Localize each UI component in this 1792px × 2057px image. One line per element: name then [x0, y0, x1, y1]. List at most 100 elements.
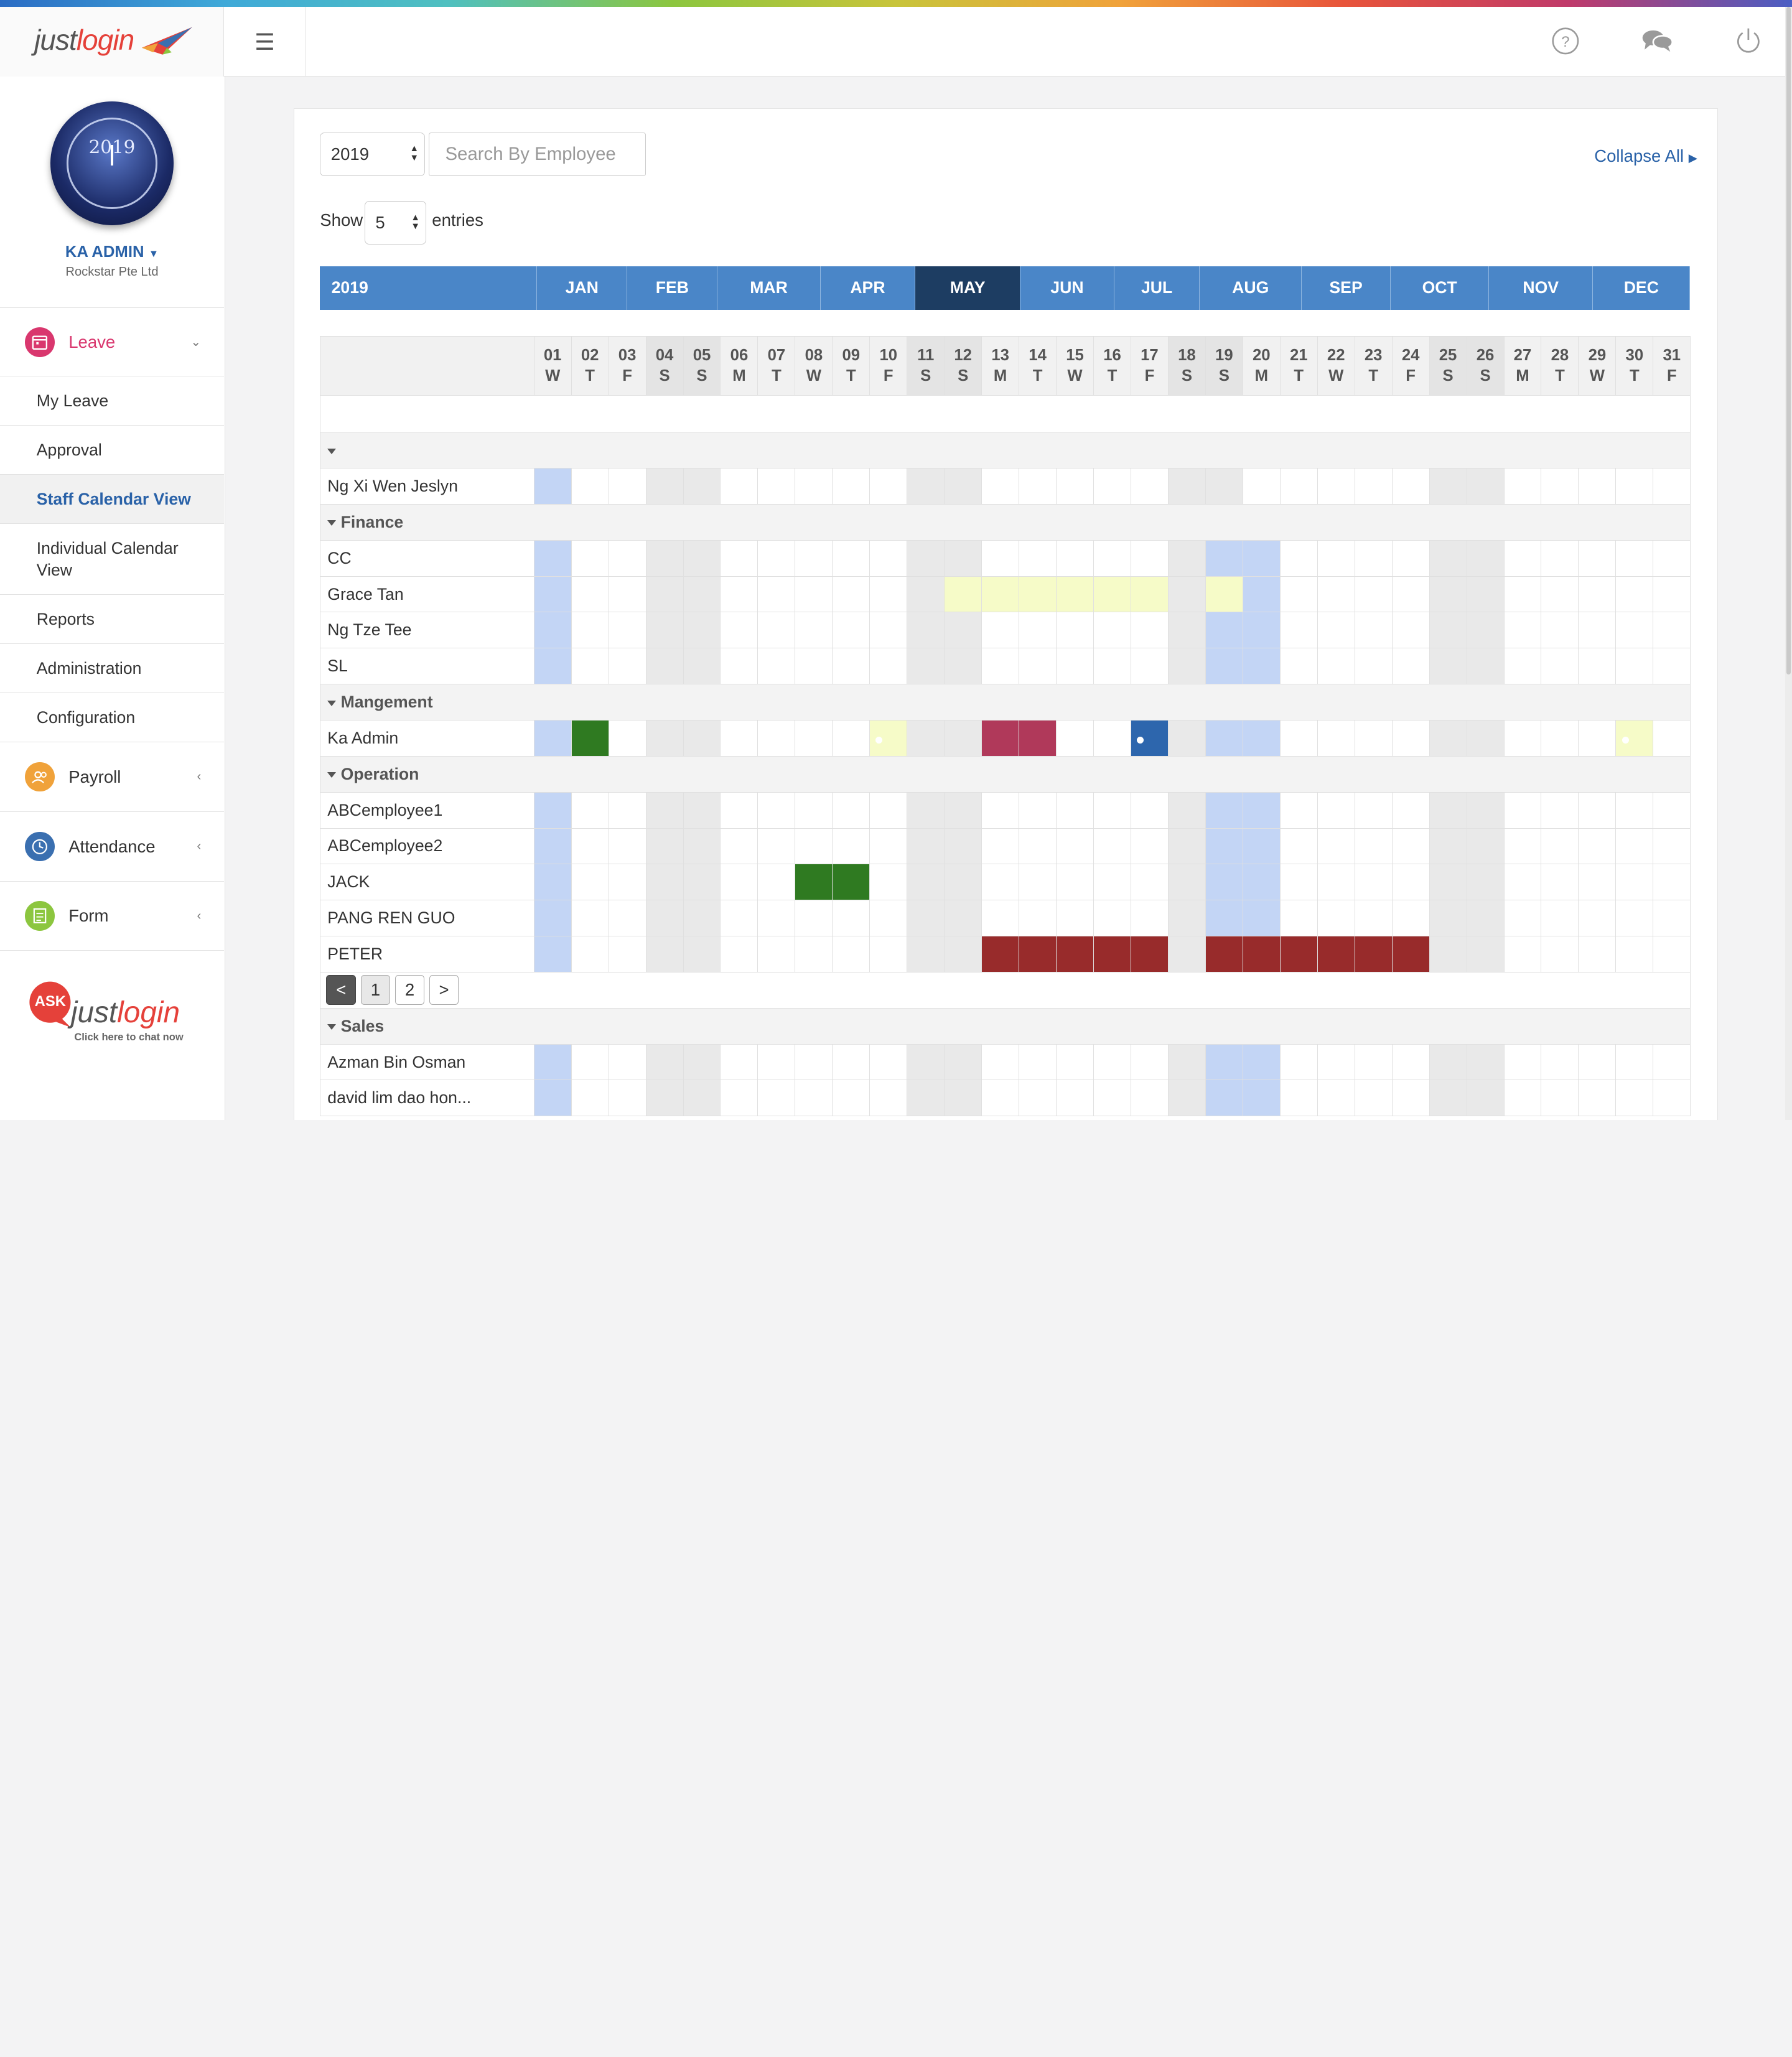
- day-cell[interactable]: [1615, 612, 1654, 649]
- day-cell[interactable]: [1019, 719, 1057, 757]
- day-cell[interactable]: [1466, 828, 1505, 865]
- day-cell[interactable]: [720, 791, 758, 829]
- caret-down-icon[interactable]: [327, 448, 337, 454]
- month-tab-aug[interactable]: AUG: [1200, 266, 1302, 310]
- day-cell[interactable]: [869, 468, 908, 505]
- day-cell[interactable]: [645, 1080, 684, 1117]
- day-cell[interactable]: [1242, 900, 1281, 937]
- day-cell[interactable]: [1056, 864, 1094, 901]
- day-cell[interactable]: [1205, 719, 1243, 757]
- day-cell[interactable]: [1130, 539, 1169, 577]
- ask-chat-widget[interactable]: ASK justlogin Click here to chat now: [25, 979, 197, 1053]
- nav-administration[interactable]: Administration: [0, 643, 224, 693]
- day-cell[interactable]: [1615, 1043, 1654, 1081]
- day-cell[interactable]: [1466, 864, 1505, 901]
- day-cell[interactable]: [944, 1080, 982, 1117]
- day-cell[interactable]: [832, 648, 870, 685]
- day-cell[interactable]: [1391, 864, 1430, 901]
- day-cell[interactable]: [1503, 828, 1542, 865]
- day-cell[interactable]: [1056, 900, 1094, 937]
- day-cell[interactable]: [533, 719, 572, 757]
- day-cell[interactable]: [832, 900, 870, 937]
- day-cell[interactable]: [1503, 1043, 1542, 1081]
- day-cell[interactable]: [1354, 719, 1393, 757]
- month-tab-jan[interactable]: JAN: [537, 266, 628, 310]
- day-cell[interactable]: [1615, 539, 1654, 577]
- month-tab-apr[interactable]: APR: [821, 266, 916, 310]
- day-cell[interactable]: [1615, 468, 1654, 505]
- day-cell[interactable]: [1167, 1043, 1206, 1081]
- day-cell[interactable]: [1130, 791, 1169, 829]
- day-cell[interactable]: [869, 936, 908, 973]
- day-cell[interactable]: [1093, 1080, 1131, 1117]
- day-cell[interactable]: [571, 1043, 609, 1081]
- day-cell[interactable]: [608, 791, 646, 829]
- day-cell[interactable]: [1093, 576, 1131, 613]
- day-cell[interactable]: [533, 864, 572, 901]
- day-cell[interactable]: [1503, 1080, 1542, 1117]
- day-cell[interactable]: [1391, 576, 1430, 613]
- month-tab-sep[interactable]: SEP: [1302, 266, 1391, 310]
- day-cell[interactable]: [944, 612, 982, 649]
- day-cell[interactable]: [1354, 1043, 1393, 1081]
- group-header[interactable]: Finance: [320, 503, 1691, 541]
- caret-down-icon[interactable]: [327, 520, 337, 526]
- day-cell[interactable]: [533, 576, 572, 613]
- day-cell[interactable]: [1354, 612, 1393, 649]
- day-cell[interactable]: [1391, 648, 1430, 685]
- nav-my-leave[interactable]: My Leave: [0, 376, 224, 425]
- day-cell[interactable]: [1093, 719, 1131, 757]
- day-cell[interactable]: [981, 936, 1020, 973]
- day-cell[interactable]: [757, 539, 796, 577]
- help-button[interactable]: ?: [1550, 25, 1582, 57]
- day-cell[interactable]: [1279, 719, 1318, 757]
- day-cell[interactable]: [1317, 468, 1355, 505]
- day-cell[interactable]: [1541, 539, 1579, 577]
- day-cell[interactable]: [1130, 864, 1169, 901]
- nav-leave[interactable]: Leave ⌄: [0, 307, 224, 376]
- day-cell[interactable]: [1578, 576, 1617, 613]
- day-cell[interactable]: [1093, 648, 1131, 685]
- day-cell[interactable]: [1205, 1043, 1243, 1081]
- day-cell[interactable]: [869, 648, 908, 685]
- nav-individual-calendar-view[interactable]: Individual Calendar View: [0, 523, 224, 594]
- month-tab-oct[interactable]: OCT: [1391, 266, 1490, 310]
- day-cell[interactable]: [1167, 576, 1206, 613]
- avatar[interactable]: 2019: [50, 101, 174, 225]
- logout-button[interactable]: [1732, 25, 1764, 57]
- day-cell[interactable]: [1653, 612, 1691, 649]
- day-cell[interactable]: [869, 900, 908, 937]
- day-cell[interactable]: [869, 719, 908, 757]
- day-cell[interactable]: [1541, 648, 1579, 685]
- day-cell[interactable]: [1279, 828, 1318, 865]
- day-cell[interactable]: [1429, 936, 1467, 973]
- day-cell[interactable]: [907, 828, 945, 865]
- day-cell[interactable]: [795, 936, 833, 973]
- day-cell[interactable]: [645, 936, 684, 973]
- day-cell[interactable]: [1130, 576, 1169, 613]
- day-cell[interactable]: [1019, 900, 1057, 937]
- nav-staff-calendar-view[interactable]: Staff Calendar View: [0, 474, 224, 524]
- day-cell[interactable]: [571, 1080, 609, 1117]
- month-tab-nov[interactable]: NOV: [1489, 266, 1594, 310]
- day-cell[interactable]: [1205, 612, 1243, 649]
- day-cell[interactable]: [981, 1043, 1020, 1081]
- day-cell[interactable]: [1354, 576, 1393, 613]
- day-cell[interactable]: [1205, 1080, 1243, 1117]
- day-cell[interactable]: [1391, 1080, 1430, 1117]
- day-cell[interactable]: [907, 1043, 945, 1081]
- day-cell[interactable]: [1317, 539, 1355, 577]
- day-cell[interactable]: [1391, 828, 1430, 865]
- logo[interactable]: justlogin: [0, 7, 224, 77]
- day-cell[interactable]: [757, 612, 796, 649]
- day-cell[interactable]: [1242, 719, 1281, 757]
- day-cell[interactable]: [757, 648, 796, 685]
- day-cell[interactable]: [571, 900, 609, 937]
- day-cell[interactable]: [1242, 612, 1281, 649]
- day-cell[interactable]: [1019, 468, 1057, 505]
- day-cell[interactable]: [981, 648, 1020, 685]
- day-cell[interactable]: [1205, 468, 1243, 505]
- day-cell[interactable]: [832, 612, 870, 649]
- pagination-page-button[interactable]: 1: [360, 975, 391, 1005]
- day-cell[interactable]: [1093, 864, 1131, 901]
